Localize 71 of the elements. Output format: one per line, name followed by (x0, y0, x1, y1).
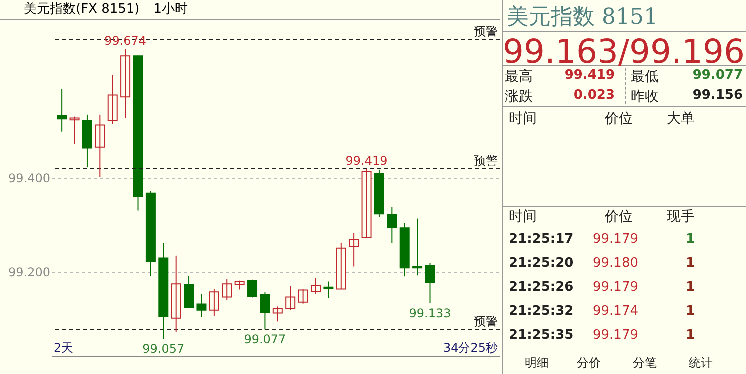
text: 美元指数 8151 (507, 4, 658, 32)
annotation: 99.133 (409, 306, 452, 320)
text: 21:25:26 (509, 280, 574, 295)
candlestick (362, 168, 372, 239)
text: 1 (686, 328, 695, 343)
annotation: 99.057 (142, 342, 185, 356)
text: 99.179 (593, 328, 638, 343)
text: 21:25:32 (509, 304, 574, 319)
candlestick (133, 55, 144, 212)
text: 99.174 (593, 304, 638, 319)
text: 明细 (525, 355, 549, 372)
candlestick (349, 232, 360, 268)
candlestick (336, 242, 346, 290)
text: 99.419 (564, 68, 615, 83)
text: 分笔 (633, 355, 657, 372)
candlestick (412, 218, 423, 276)
chart-title: 美元指数(FX 8151) (24, 2, 140, 17)
candlestick (248, 279, 258, 298)
text: 现手 (667, 208, 695, 226)
text: 涨跌 (505, 88, 533, 106)
text: 34分25秒 (443, 341, 498, 355)
text: 21:25:20 (509, 256, 574, 271)
candlestick (184, 276, 194, 309)
text: 99.077 (692, 68, 743, 83)
candlestick (196, 293, 207, 318)
ref-line-label: 预警 (474, 314, 498, 329)
candlestick (146, 191, 156, 277)
annotation: 2天 (54, 341, 74, 355)
text: 统计 (689, 355, 713, 372)
y-tick-label: 99.400 (8, 171, 50, 186)
candlestick (95, 114, 106, 178)
annotation: 99.077 (244, 332, 286, 347)
candlestick (222, 278, 232, 302)
candlestick (260, 292, 270, 330)
candlestick (120, 48, 131, 119)
text: 99.179 (593, 232, 638, 247)
ref-line-label: 预警 (474, 154, 498, 168)
ref-line-label: 预警 (474, 24, 498, 39)
candlestick (70, 116, 80, 145)
text: 时间 (509, 110, 537, 128)
text: 99.180 (593, 256, 638, 271)
text: 价位 (605, 208, 633, 226)
candlestick (171, 255, 182, 334)
annotation: 99.419 (346, 154, 388, 168)
text: 分价 (577, 355, 601, 372)
annotation: 99.674 (104, 34, 147, 48)
candlestick (82, 114, 92, 168)
text: 1 (686, 232, 695, 247)
text: 99.179 (593, 280, 638, 295)
text: 大单 (667, 110, 695, 128)
text: 1 (686, 280, 695, 295)
text: 最高 (505, 68, 533, 86)
text: 最低 (631, 68, 659, 86)
text: 99.156 (692, 88, 743, 103)
chart-subtitle: 1小时 (154, 2, 188, 17)
text: 昨收 (631, 88, 659, 106)
candlestick (108, 74, 118, 125)
candlestick (209, 288, 220, 318)
candlestick (324, 281, 334, 299)
candlestick (298, 288, 308, 304)
candlestick (400, 222, 410, 278)
candlestick (374, 169, 384, 218)
text: 1 (686, 304, 695, 319)
text: 时间 (509, 208, 537, 226)
candlestick (158, 242, 169, 340)
text: 21:25:35 (509, 328, 574, 343)
text: 价位 (605, 110, 633, 128)
text: 1 (686, 256, 695, 271)
text: 21:25:17 (509, 232, 574, 247)
y-tick-label: 99.200 (8, 265, 50, 280)
text: 0.023 (574, 88, 615, 103)
